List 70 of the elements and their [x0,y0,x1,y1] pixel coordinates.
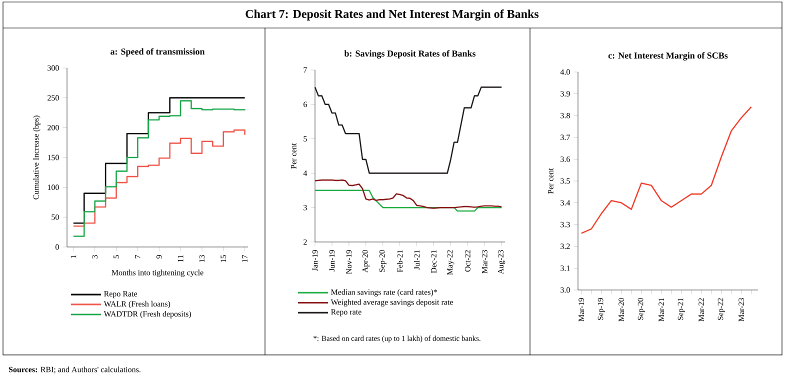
x-tick-label: 17 [242,255,248,262]
line-series [580,106,752,234]
x-tick-label: Sep-22 [718,298,725,320]
y-tick-label: 3.6 [560,156,570,162]
y-tick-label: 3 [304,204,307,210]
y-tick-label: 200 [48,124,59,130]
x-tick-label: Sep-20 [379,250,386,272]
x-tick-label: 1 [70,255,76,258]
legend-label: Median savings rate (card rates)* [331,289,438,296]
legend-label: Repo rate [331,309,362,316]
y-tick-label: 3.9 [560,91,570,96]
x-tick-label: Jul-21 [414,250,420,270]
x-tick-label: 7 [135,255,140,258]
y-tick-label: 3.5 [560,178,570,184]
y-tick-label: 7 [304,67,307,73]
x-tick-label: Sep-19 [598,298,605,320]
chart-title: c: Net Interest Margin of SCBs [608,52,728,60]
y-tick-label: 3.3 [560,222,570,228]
x-tick-label: 9 [156,255,162,259]
y-axis-title: Cumulative Increase (bps) [33,116,40,200]
x-tick-label: Nov-19 [346,250,352,274]
x-tick-label: 3 [92,255,98,258]
y-tick-label: 3.8 [560,112,570,118]
y-tick-label: 6 [304,102,307,108]
x-tick-label: Oct-22 [464,250,470,272]
x-axis-title: Months into tightening cycle [112,270,204,277]
x-tick-label: May-22 [447,250,454,275]
chart-title: b: Savings Deposit Rates of Banks [344,50,476,58]
x-tick-label: Mar-20 [618,298,624,322]
x-tick-label: Jan-19 [312,250,318,271]
y-tick-label: 0 [56,244,59,250]
y-tick-label: 3.2 [560,244,570,250]
y-tick-label: 3.0 [560,287,570,293]
y-tick-label: 250 [48,95,59,101]
y-tick-label: 4 [303,170,308,176]
y-tick-label: 5 [304,136,307,142]
x-tick-label: 13 [199,255,205,262]
y-tick-label: 100 [48,184,59,190]
y-tick-label: 3.1 [560,265,570,271]
y-tick-label: 2 [304,239,307,245]
x-tick-label: Mar-22 [698,298,704,322]
legend-label: WALR (Fresh loans) [104,300,170,308]
x-tick-label: Apr-20 [362,250,370,273]
x-tick-label: Sep-20 [638,298,645,320]
x-tick-label: Mar-21 [658,298,664,322]
x-tick-label: 11 [178,255,184,262]
y-tick-label: 150 [48,154,59,160]
text: Chart 7: Deposit Rates and Net Interest Margin of Banks [246,9,539,21]
y-tick-label: 3.4 [560,200,570,206]
x-tick-label: 5 [114,255,119,258]
x-tick-label: Feb-21 [397,250,403,272]
x-tick-label: Jun-19 [329,250,335,272]
legend-label: Weighted average savings deposit rate [330,299,453,307]
x-tick-label: Aug-23 [498,250,506,274]
y-axis-title: Per cent [548,168,554,194]
y-axis-title: Per cent [291,143,296,169]
x-tick-label: Mar-23 [482,250,488,274]
y-tick-label: 300 [48,65,59,71]
chart-title: a: Speed of transmission [110,48,205,56]
x-tick-label: Mar-19 [578,298,584,322]
legend-label: Repo Rate [104,291,138,298]
x-tick-label: Mar-23 [738,298,744,322]
x-tick-label: 15 [220,255,226,262]
legend-label: WADTDR (Fresh deposits) [104,310,191,318]
x-tick-label: Dec-21 [431,250,436,274]
x-tick-label: Sep-21 [678,298,685,320]
text: Sources: RBI; and Authors' calculations. [8,366,140,374]
y-tick-label: 4.0 [560,69,570,75]
y-tick-label: 50 [52,214,59,220]
y-tick-label: 3.7 [560,134,570,140]
